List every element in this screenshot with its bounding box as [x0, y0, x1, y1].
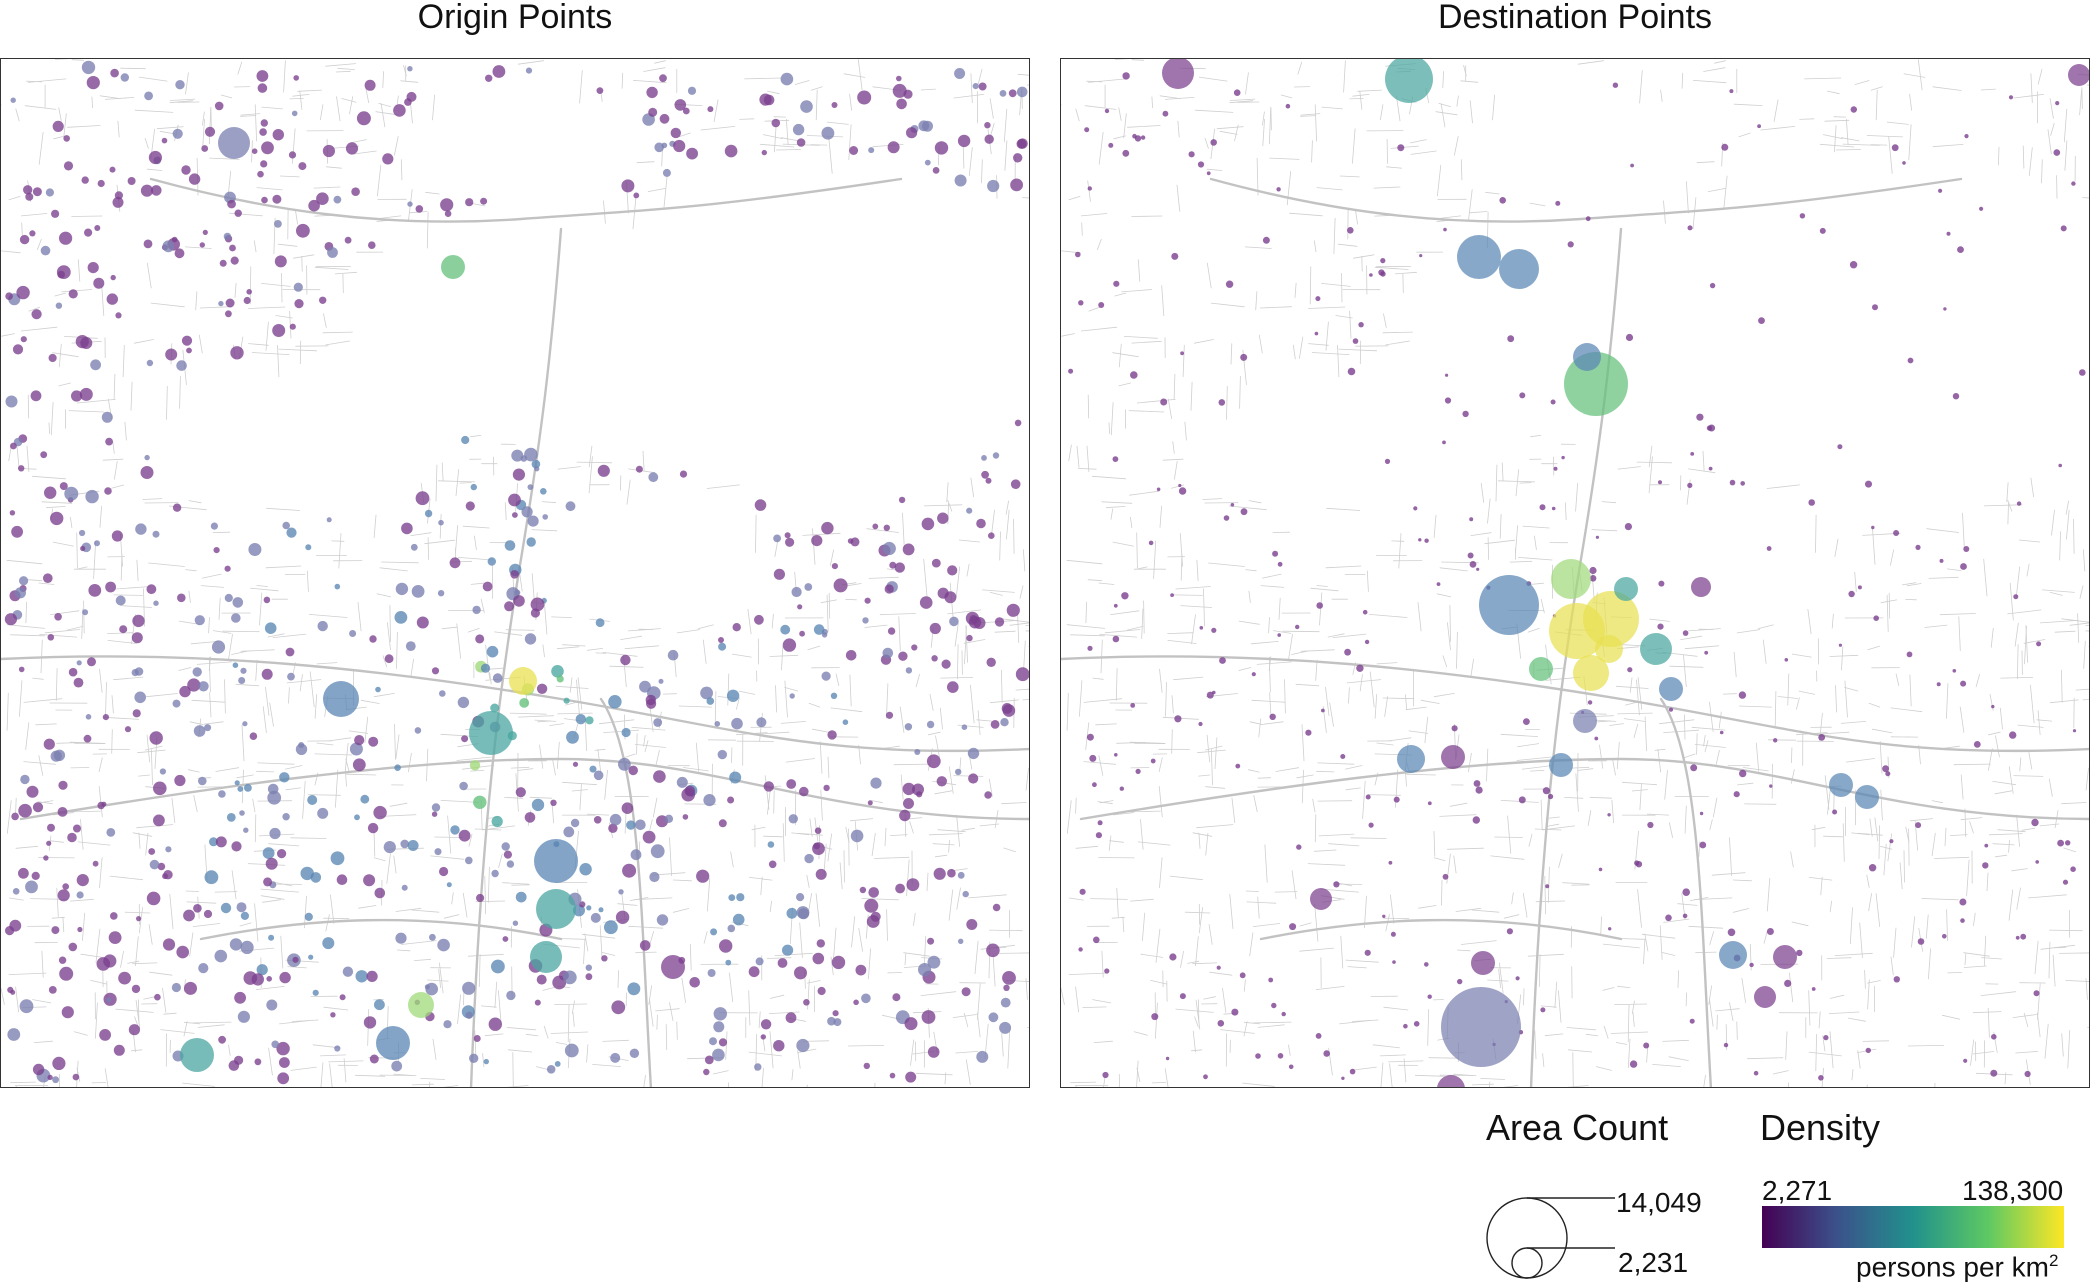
origin-map-canvas: [1, 59, 1030, 1088]
origin-panel-title: Origin Points: [0, 0, 1030, 34]
area-count-min-label: 2,231: [1618, 1248, 1688, 1278]
density-units-label: persons per km2: [1856, 1246, 2058, 1282]
destination-panel-title: Destination Points: [1060, 0, 2090, 34]
area-count-max-circle: [1487, 1198, 1567, 1278]
density-max-label: 138,300: [1962, 1176, 2063, 1206]
density-min-label: 2,271: [1762, 1176, 1832, 1206]
origin-map[interactable]: [0, 58, 1030, 1088]
destination-points: [1068, 59, 2090, 1088]
area-count-legend-circles: [1480, 1180, 1620, 1280]
area-count-max-label: 14,049: [1616, 1188, 1702, 1218]
density-colorbar: [1762, 1206, 2064, 1248]
area-count-min-circle: [1512, 1248, 1542, 1278]
destination-map-canvas: [1061, 59, 2090, 1088]
density-units-base: persons per km: [1856, 1251, 2049, 1282]
destination-map[interactable]: [1060, 58, 2090, 1088]
density-units-exponent: 2: [2049, 1251, 2058, 1270]
density-legend-title: Density: [1760, 1108, 1880, 1148]
area-count-legend-title: Area Count: [1486, 1108, 1668, 1148]
